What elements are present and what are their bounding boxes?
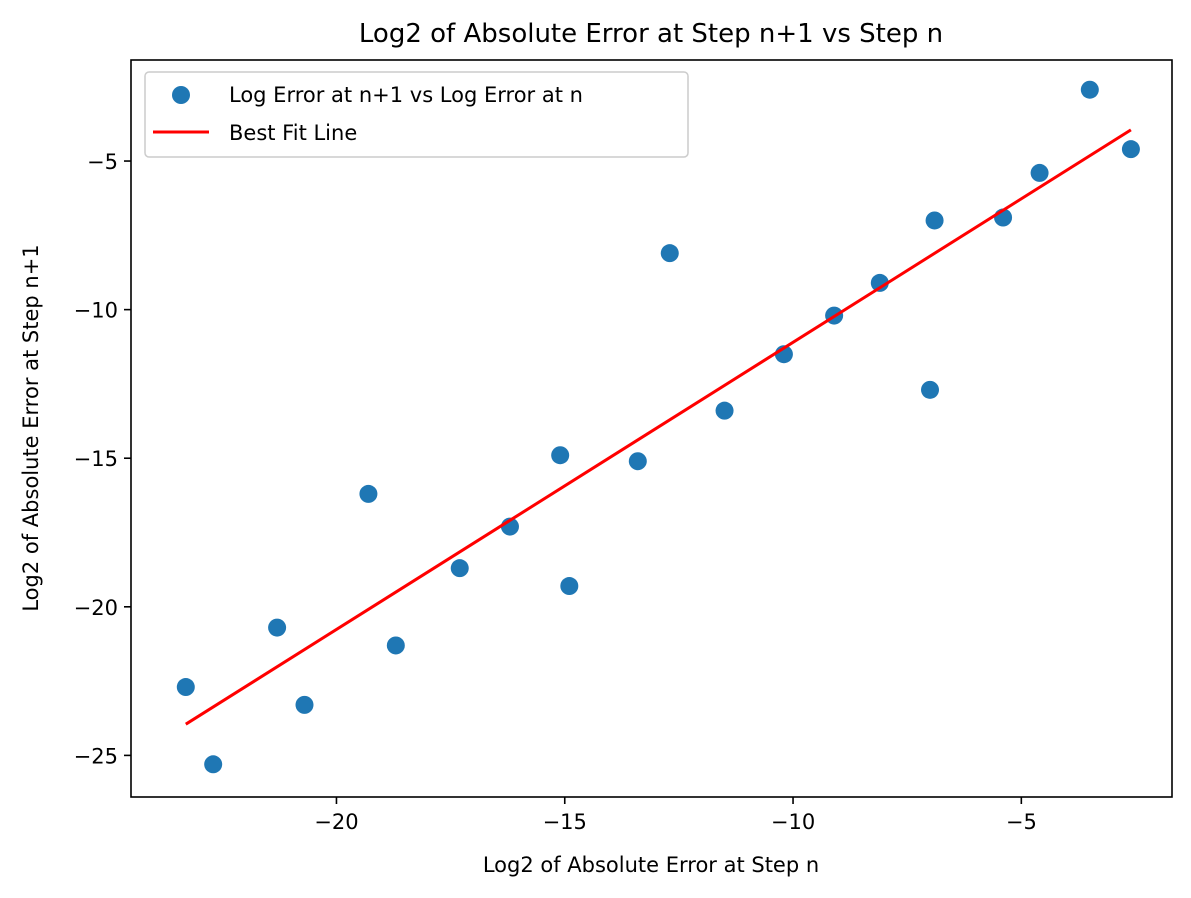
scatter-point-4	[359, 484, 378, 503]
scatter-point-0	[176, 678, 195, 697]
x-tick-label-3: −5	[1006, 810, 1037, 834]
x-tick-label-1: −15	[543, 810, 587, 834]
y-tick-label-2: −15	[74, 447, 118, 471]
x-axis-label: Log2 of Absolute Error at Step n	[483, 853, 819, 877]
y-tick-label-1: −20	[74, 596, 118, 620]
scatter-point-10	[628, 452, 647, 471]
scatter-point-3	[295, 695, 314, 714]
scatter-point-5	[386, 636, 405, 655]
y-tick-label-3: −10	[74, 299, 118, 323]
scatter-point-16	[921, 380, 940, 399]
legend-box	[144, 71, 689, 158]
legend: Log Error at n+1 vs Log Error at n Best …	[144, 71, 689, 158]
best-fit-line	[184, 128, 1132, 726]
scatter-point-12	[715, 401, 734, 420]
legend-label-line: Best Fit Line	[229, 121, 357, 145]
legend-marker-scatter	[172, 86, 190, 104]
plot-area	[176, 80, 1140, 774]
scatter-point-2	[268, 618, 287, 637]
scatter-point-1	[204, 755, 223, 774]
scatter-point-6	[450, 559, 469, 578]
plot-frame	[130, 59, 1173, 798]
scatter-point-11	[660, 244, 679, 263]
scatter-point-20	[1080, 80, 1099, 99]
y-tick-label-4: −5	[87, 150, 118, 174]
scatter-point-15	[870, 273, 889, 292]
scatter-point-8	[551, 446, 570, 465]
x-tick-label-0: −20	[314, 810, 358, 834]
scatter-point-21	[1121, 140, 1140, 159]
chart-title: Log2 of Absolute Error at Step n+1 vs St…	[359, 19, 943, 49]
y-tick-label-0: −25	[74, 744, 118, 768]
y-axis-label: Log2 of Absolute Error at Step n+1	[19, 244, 43, 611]
x-tick-label-2: −10	[771, 810, 815, 834]
legend-label-scatter: Log Error at n+1 vs Log Error at n	[229, 83, 583, 107]
y-axis: −25 −20 −15 −10 −5	[74, 150, 131, 768]
x-axis: −20 −15 −10 −5	[314, 797, 1037, 834]
scatter-point-17	[925, 211, 944, 230]
scatter-point-19	[1030, 163, 1049, 182]
scatter-point-9	[560, 577, 579, 596]
